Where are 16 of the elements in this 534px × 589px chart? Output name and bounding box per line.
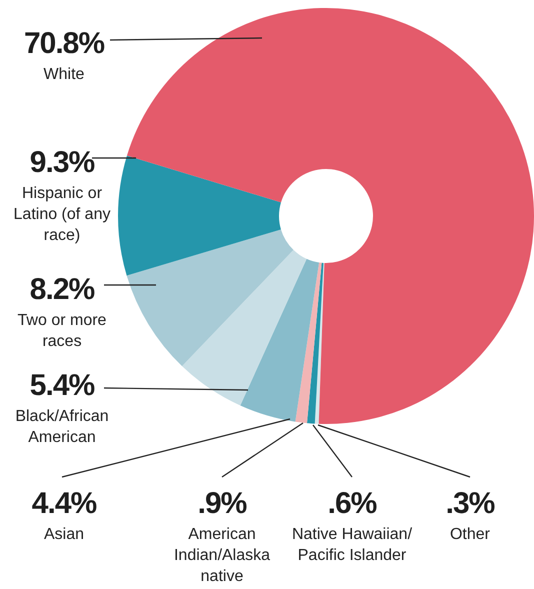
data-label: 9.3% [28, 146, 96, 179]
data-label: 70.8% [22, 27, 106, 60]
data-label: 8.2% [28, 273, 96, 306]
data-label: 4.4% [30, 487, 98, 520]
slice-label: Native Hawaiian/ Pacific Islander [290, 525, 414, 566]
data-label: .6% [326, 487, 378, 520]
slice-label: Hispanic or Latino (of any race) [12, 184, 112, 246]
data-label: .9% [196, 487, 248, 520]
slice-label: White [42, 65, 86, 85]
slice-label: Asian [42, 525, 86, 545]
slice-label: Other [448, 525, 491, 545]
slice-label: Two or more races [16, 311, 108, 352]
slice-label: Black/African American [14, 407, 110, 448]
data-label: 5.4% [28, 369, 96, 402]
data-label: .3% [444, 487, 496, 520]
slice-label: American Indian/Alaska native [172, 525, 272, 587]
